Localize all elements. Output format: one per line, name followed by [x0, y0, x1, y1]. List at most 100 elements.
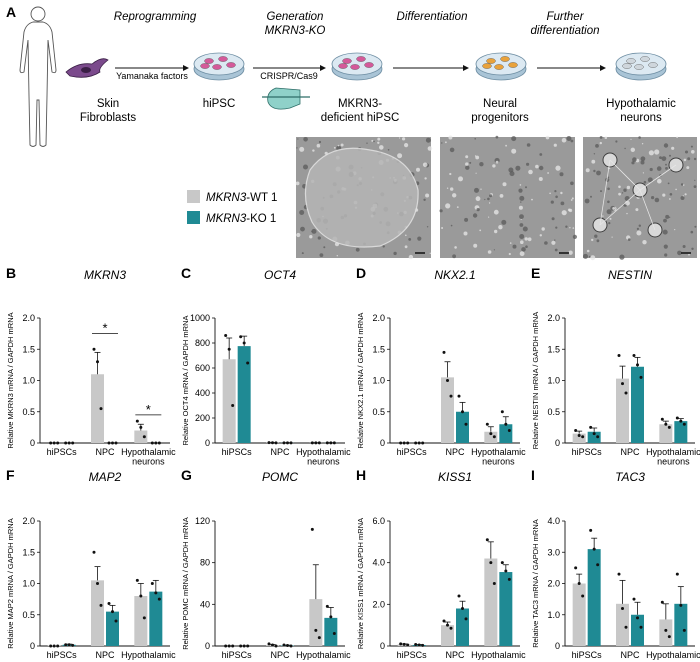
- data-point: [632, 354, 636, 357]
- y-tick-label: 0.5: [547, 407, 560, 417]
- x-category-label: hiPSCs: [222, 650, 253, 660]
- cell-speck: [687, 157, 691, 161]
- x-category-label: NPC: [270, 447, 290, 457]
- cell-speck: [677, 250, 682, 256]
- cell-speck: [649, 167, 653, 172]
- cell-speck: [499, 194, 504, 198]
- data-point: [111, 441, 114, 445]
- y-axis-label: Relative TAC3 mRNA / GAPDH mRNA: [531, 519, 540, 648]
- data-point: [457, 394, 461, 398]
- data-point: [446, 623, 449, 627]
- data-point: [239, 335, 243, 339]
- bar: [91, 374, 104, 443]
- cell-speck: [323, 246, 326, 249]
- y-tick-label: 0.5: [22, 407, 35, 417]
- data-point: [150, 441, 154, 445]
- cell-speck: [583, 253, 588, 259]
- data-point: [150, 582, 154, 585]
- significance-label: *: [102, 321, 107, 336]
- bar: [456, 411, 469, 443]
- chart-title: TAC3: [615, 470, 645, 484]
- colony-mark: [212, 64, 222, 70]
- legend-swatch: [187, 190, 200, 203]
- y-tick-label: 120: [195, 516, 210, 526]
- bar: [441, 377, 454, 443]
- colony-mark: [204, 58, 214, 64]
- y-tick-label: 400: [195, 388, 210, 398]
- cell-speck: [452, 254, 456, 259]
- y-tick-label: 0.5: [372, 407, 385, 417]
- cell-speck: [572, 234, 578, 239]
- cell-speck: [454, 246, 457, 249]
- data-point: [581, 594, 585, 598]
- cell-speck: [469, 161, 472, 164]
- cell-speck: [661, 156, 667, 162]
- x-category-label: NPC: [620, 650, 640, 660]
- chart-c: C OCT4 Relative OCT4 mRNA / GAPDH mRNA 0 200…: [181, 265, 351, 467]
- cell-speck: [373, 140, 375, 143]
- y-tick-label: 1.5: [22, 344, 35, 354]
- colony-mark: [648, 62, 658, 68]
- panel-a-label: A: [6, 4, 16, 20]
- stage-label: hiPSC: [203, 98, 236, 110]
- cell-speck: [665, 163, 667, 166]
- cell-speck: [422, 162, 428, 168]
- cell-speck: [511, 148, 517, 154]
- data-point: [325, 604, 329, 608]
- cell-speck: [501, 219, 507, 225]
- step-title: Generation: [267, 11, 324, 23]
- cell-speck: [479, 229, 482, 232]
- cell-speck: [520, 218, 522, 220]
- data-point: [267, 441, 271, 445]
- x-category-label: hiPSCs: [572, 650, 603, 660]
- data-point: [67, 441, 71, 445]
- y-tick-label: 0: [205, 438, 210, 448]
- data-point: [96, 582, 99, 585]
- data-point: [286, 643, 289, 647]
- data-point: [399, 441, 403, 445]
- bar: [149, 591, 163, 646]
- cell-speck: [487, 250, 492, 254]
- cell-speck: [600, 190, 602, 193]
- data-point: [621, 382, 624, 386]
- cell-speck: [691, 247, 694, 250]
- data-point: [489, 432, 493, 436]
- chart-title: POMC: [262, 470, 298, 484]
- cell-speck: [495, 135, 499, 139]
- step-title: Differentiation: [397, 11, 468, 23]
- y-tick-label: 3.0: [547, 547, 560, 557]
- cell-speck: [539, 165, 544, 171]
- data-point: [421, 441, 425, 445]
- data-point: [617, 572, 621, 576]
- cell-speck: [445, 141, 447, 144]
- bar: [659, 619, 673, 646]
- cell-speck: [309, 235, 313, 239]
- data-point: [414, 643, 418, 647]
- cell-speck: [539, 234, 542, 237]
- cell-speck: [465, 162, 469, 166]
- x-category-label: neurons: [132, 660, 165, 662]
- data-point: [139, 425, 143, 429]
- cell-speck: [654, 197, 660, 203]
- cell-speck: [527, 237, 532, 242]
- cell-speck: [593, 169, 596, 173]
- cell-speck: [487, 197, 490, 201]
- y-tick-label: 0: [380, 438, 385, 448]
- cell-speck: [636, 227, 640, 230]
- cell-speck: [654, 149, 660, 155]
- data-point: [639, 375, 643, 379]
- y-tick-label: 40: [200, 599, 210, 609]
- cell-speck: [596, 170, 601, 176]
- cell-speck: [524, 237, 528, 241]
- cell-speck: [417, 236, 422, 241]
- cell-speck: [427, 146, 433, 151]
- cell-speck: [476, 208, 480, 212]
- panel-label: B: [6, 265, 16, 281]
- data-point: [682, 628, 686, 632]
- data-point: [406, 643, 410, 647]
- cell-speck: [612, 207, 616, 210]
- cell-speck: [404, 143, 409, 148]
- micrograph-neurons: [583, 136, 697, 261]
- cell-speck: [355, 247, 360, 252]
- chart-e: E NESTIN Relative NESTIN mRNA / GAPDH mRNA…: [531, 265, 700, 467]
